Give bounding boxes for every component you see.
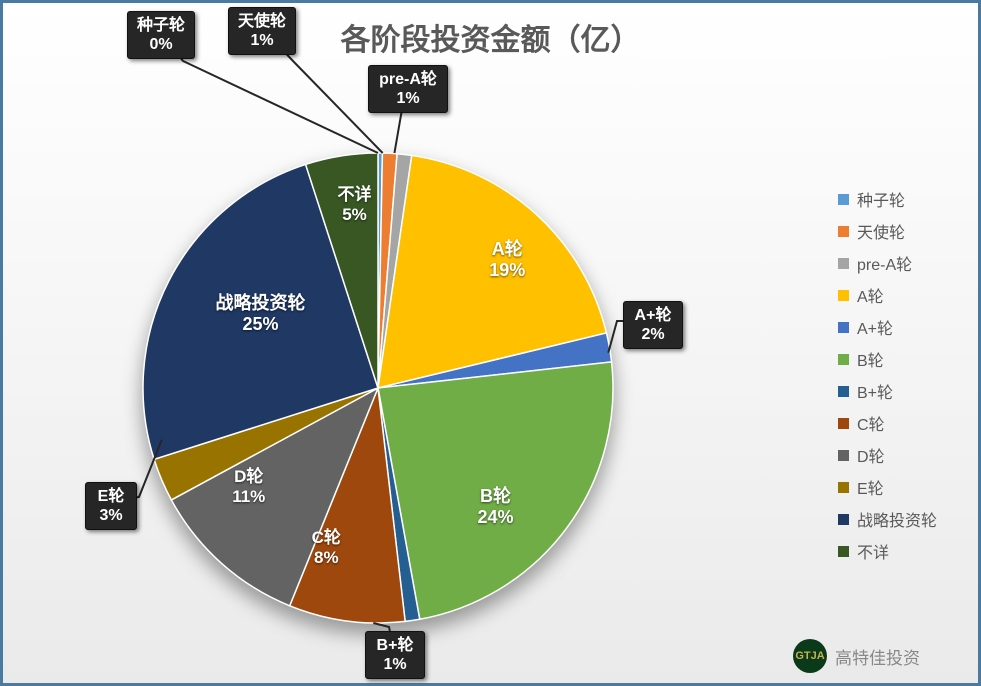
- legend-item-11: 不详: [838, 535, 937, 567]
- legend-item-9: E轮: [838, 471, 937, 503]
- callout-seed: 种子轮0%: [127, 11, 195, 59]
- legend-label: 不详: [857, 539, 889, 563]
- watermark-text: 高特佳投资: [835, 644, 920, 669]
- legend-label: B轮: [857, 347, 884, 371]
- watermark: GTJA 高特佳投资: [793, 639, 920, 673]
- callout-preA: pre-A轮1%: [368, 65, 448, 113]
- legend-item-5: B轮: [838, 343, 937, 375]
- legend-swatch-icon: [838, 482, 849, 493]
- legend-swatch-icon: [838, 194, 849, 205]
- legend-swatch-icon: [838, 450, 849, 461]
- callout-Bplus: B+轮1%: [365, 631, 425, 679]
- legend-item-7: C轮: [838, 407, 937, 439]
- legend-label: B+轮: [857, 379, 893, 403]
- legend-label: 种子轮: [857, 187, 905, 211]
- legend-label: D轮: [857, 443, 885, 467]
- legend-label: 天使轮: [857, 219, 905, 243]
- callout-Aplus: A+轮2%: [623, 301, 683, 349]
- legend-swatch-icon: [838, 290, 849, 301]
- legend-swatch-icon: [838, 226, 849, 237]
- legend-item-3: A轮: [838, 279, 937, 311]
- pie-chart: [3, 3, 981, 686]
- legend-item-1: 天使轮: [838, 215, 937, 247]
- callout-angel: 天使轮1%: [228, 7, 296, 55]
- legend-label: A+轮: [857, 315, 893, 339]
- legend-swatch-icon: [838, 322, 849, 333]
- legend-item-6: B+轮: [838, 375, 937, 407]
- legend-item-8: D轮: [838, 439, 937, 471]
- legend-swatch-icon: [838, 386, 849, 397]
- legend: 种子轮天使轮 pre-A轮 A轮 A+轮 B轮 B+轮 C轮 D轮 E轮战略投资轮不详: [838, 183, 937, 567]
- watermark-logo-icon: GTJA: [793, 639, 827, 673]
- legend-item-0: 种子轮: [838, 183, 937, 215]
- legend-label: 战略投资轮: [857, 507, 937, 531]
- legend-item-10: 战略投资轮: [838, 503, 937, 535]
- legend-label: pre-A轮: [857, 251, 912, 275]
- legend-swatch-icon: [838, 546, 849, 557]
- legend-swatch-icon: [838, 258, 849, 269]
- legend-label: A轮: [857, 283, 884, 307]
- legend-item-2: pre-A轮: [838, 247, 937, 279]
- legend-swatch-icon: [838, 514, 849, 525]
- legend-label: C轮: [857, 411, 885, 435]
- legend-label: E轮: [857, 475, 884, 499]
- legend-swatch-icon: [838, 354, 849, 365]
- legend-item-4: A+轮: [838, 311, 937, 343]
- chart-frame: 各阶段投资金额（亿） A轮19%B轮24%C轮8%D轮11%战略投资轮25%不详…: [0, 0, 981, 686]
- legend-swatch-icon: [838, 418, 849, 429]
- callout-E: E轮3%: [85, 482, 137, 530]
